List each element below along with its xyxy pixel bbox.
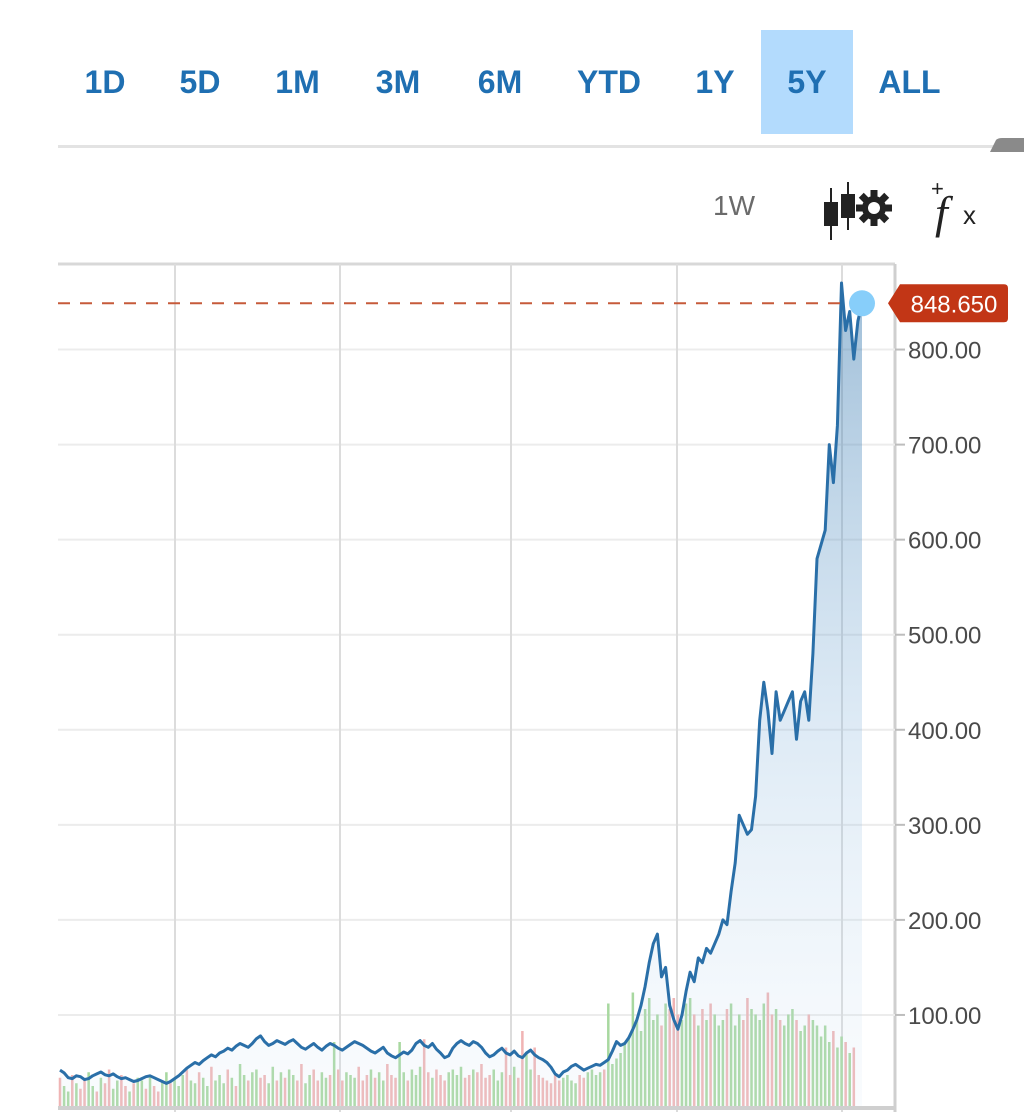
current-price-badge: 848.650 xyxy=(888,284,1008,323)
y-tick-label: 600.00 xyxy=(908,528,981,555)
y-tick-label: 800.00 xyxy=(908,338,981,365)
price-line xyxy=(59,281,864,1085)
y-axis-panel xyxy=(895,264,1029,1112)
y-tick-label: 700.00 xyxy=(908,433,981,460)
tab-1y[interactable]: 1Y xyxy=(695,64,735,100)
price-area xyxy=(60,283,862,1110)
current-price-label: 848.650 xyxy=(911,291,998,318)
svg-text:x: x xyxy=(963,200,976,230)
current-price-marker xyxy=(849,290,875,317)
price-chart[interactable]: 100.00 200.00 300.00 400.00 500.00 600.00 700.… xyxy=(0,262,1029,1112)
horizontal-gridlines xyxy=(58,348,895,1016)
y-tick-label: 200.00 xyxy=(908,908,981,935)
tab-5y[interactable]: 5Y xyxy=(761,30,853,134)
y-tick-label: 400.00 xyxy=(908,718,981,745)
tabs-divider xyxy=(58,145,1024,148)
tab-1d[interactable]: 1D xyxy=(84,64,126,100)
svg-text:+: + xyxy=(931,176,944,201)
tab-all[interactable]: ALL xyxy=(878,64,941,100)
svg-text:f: f xyxy=(935,187,954,238)
function-fx-icon[interactable]: + f x xyxy=(925,176,989,242)
y-axis-labels: 100.00 200.00 300.00 400.00 500.00 600.00 700.… xyxy=(895,338,981,1030)
tab-6m[interactable]: 6M xyxy=(477,64,523,100)
tab-1m[interactable]: 1M xyxy=(275,64,320,100)
range-tabs: 1D 5D 1M 3M 6M YTD 1Y 5Y ALL xyxy=(0,0,1029,150)
scroll-corner-icon xyxy=(990,138,1024,152)
interval-selector[interactable]: 1W xyxy=(713,190,755,221)
tab-5d[interactable]: 5D xyxy=(179,64,221,100)
y-tick-label: 300.00 xyxy=(908,813,981,840)
candlestick-settings-icon[interactable] xyxy=(818,180,898,244)
volume-bar xyxy=(607,1003,610,1108)
y-tick-label: 500.00 xyxy=(908,623,981,650)
tab-ytd[interactable]: YTD xyxy=(577,64,641,100)
tab-3m[interactable]: 3M xyxy=(375,64,421,100)
y-tick-label: 100.00 xyxy=(908,1003,981,1030)
